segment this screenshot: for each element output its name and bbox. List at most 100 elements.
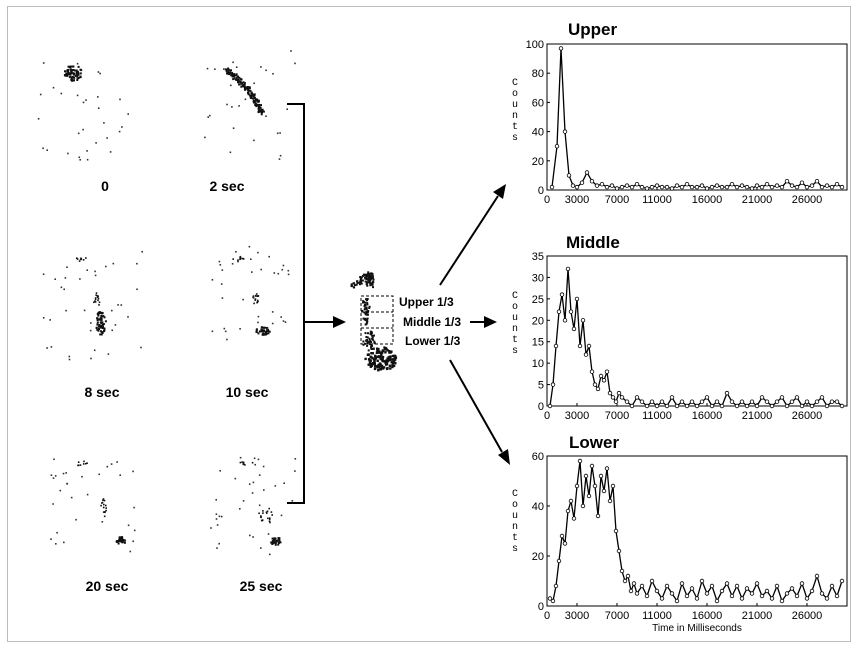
data-point — [739, 399, 745, 404]
data-point — [639, 399, 645, 404]
data-point — [619, 184, 625, 190]
data-point — [649, 578, 655, 584]
data-point — [583, 473, 589, 479]
data-point — [684, 403, 690, 409]
data-point — [619, 568, 625, 574]
data-point — [834, 593, 840, 599]
y-tick-label: 0 — [538, 185, 544, 197]
data-point — [719, 588, 725, 594]
data-point — [616, 548, 622, 554]
data-point — [699, 578, 705, 584]
data-point — [562, 318, 568, 323]
y-tick-label: 80 — [532, 68, 544, 80]
data-point — [714, 183, 720, 188]
data-point — [550, 598, 556, 604]
data-point — [769, 403, 775, 409]
data-point — [814, 399, 820, 404]
data-point — [769, 596, 775, 601]
data-point — [709, 583, 715, 589]
x-tick-label: 26000 — [792, 610, 823, 622]
data-point — [589, 463, 595, 469]
data-point — [724, 184, 730, 190]
data-point — [819, 395, 825, 400]
data-point — [607, 498, 613, 504]
data-point — [571, 326, 577, 332]
data-point — [709, 184, 715, 190]
plot-frame — [546, 455, 848, 607]
counts-text-middle: Counts — [511, 291, 518, 357]
y-tick-label: 30 — [532, 272, 544, 284]
frame-8sec — [42, 250, 143, 361]
data-point — [739, 596, 745, 601]
x-tick-label: 7000 — [605, 194, 629, 206]
data-point — [625, 573, 631, 579]
x-tick-label: 3000 — [565, 194, 589, 206]
x-axis-label: Time in Milliseconds — [652, 623, 742, 634]
data-point — [586, 493, 592, 499]
data-point — [779, 598, 785, 604]
data-point — [764, 588, 770, 594]
data-point — [694, 184, 700, 190]
data-point — [739, 183, 745, 188]
data-point — [659, 596, 665, 601]
data-point — [584, 170, 590, 175]
data-point — [749, 186, 755, 191]
annotation-middle-third: Middle 1/3 — [403, 315, 462, 329]
data-point — [694, 403, 700, 409]
y-tick-label: 40 — [532, 127, 544, 139]
data-point — [568, 498, 574, 504]
data-point — [634, 395, 640, 400]
x-tick-label: 16000 — [692, 410, 723, 422]
data-point — [598, 473, 604, 479]
y-tick-label: 0 — [538, 401, 544, 413]
data-point — [824, 403, 830, 409]
roi-box — [360, 295, 394, 345]
data-point — [694, 596, 700, 601]
data-point — [759, 395, 765, 400]
data-point — [589, 178, 595, 184]
data-point — [769, 184, 775, 190]
data-point — [628, 588, 634, 594]
data-point — [654, 588, 660, 594]
data-point — [654, 403, 660, 409]
chart-title-lower: Lower — [569, 433, 620, 452]
data-point — [779, 395, 785, 400]
data-point — [834, 399, 840, 404]
data-point — [799, 581, 805, 586]
data-point — [589, 369, 595, 374]
data-point — [734, 583, 740, 589]
chart-middle: 0 5 10 15 20 25 30 35 0 3000 7000 11000 16000 21000 26… — [532, 251, 848, 422]
data-point — [549, 184, 555, 190]
data-point — [704, 186, 710, 191]
data-point — [574, 296, 580, 302]
data-point — [729, 399, 735, 404]
data-point — [734, 403, 740, 409]
data-point — [749, 591, 755, 596]
series-line — [551, 48, 843, 190]
data-point — [819, 591, 825, 596]
data-point — [784, 178, 790, 184]
data-point — [629, 184, 635, 190]
data-point — [562, 129, 568, 134]
x-tick-label: 11000 — [642, 410, 672, 422]
data-point — [759, 184, 765, 190]
y-tick-label: 60 — [532, 451, 544, 463]
data-point — [664, 403, 670, 409]
counts-text-lower: Counts — [511, 489, 518, 555]
x-tick-label: 11000 — [642, 194, 672, 206]
data-point — [547, 596, 553, 601]
x-tick-label: 26000 — [792, 194, 823, 206]
data-point — [829, 184, 835, 190]
data-point — [598, 373, 604, 379]
data-point — [669, 591, 675, 596]
data-point — [644, 186, 650, 191]
data-point — [809, 588, 815, 594]
data-point — [604, 369, 610, 374]
data-point — [674, 403, 680, 409]
chart-upper: 0 20 40 60 80 100 0 3000 7000 11000 16000 21000 2600… — [526, 39, 848, 206]
x-tick-label: 16000 — [692, 610, 723, 622]
y-tick-label: 35 — [532, 251, 544, 263]
data-point — [754, 183, 760, 188]
data-point — [794, 593, 800, 599]
